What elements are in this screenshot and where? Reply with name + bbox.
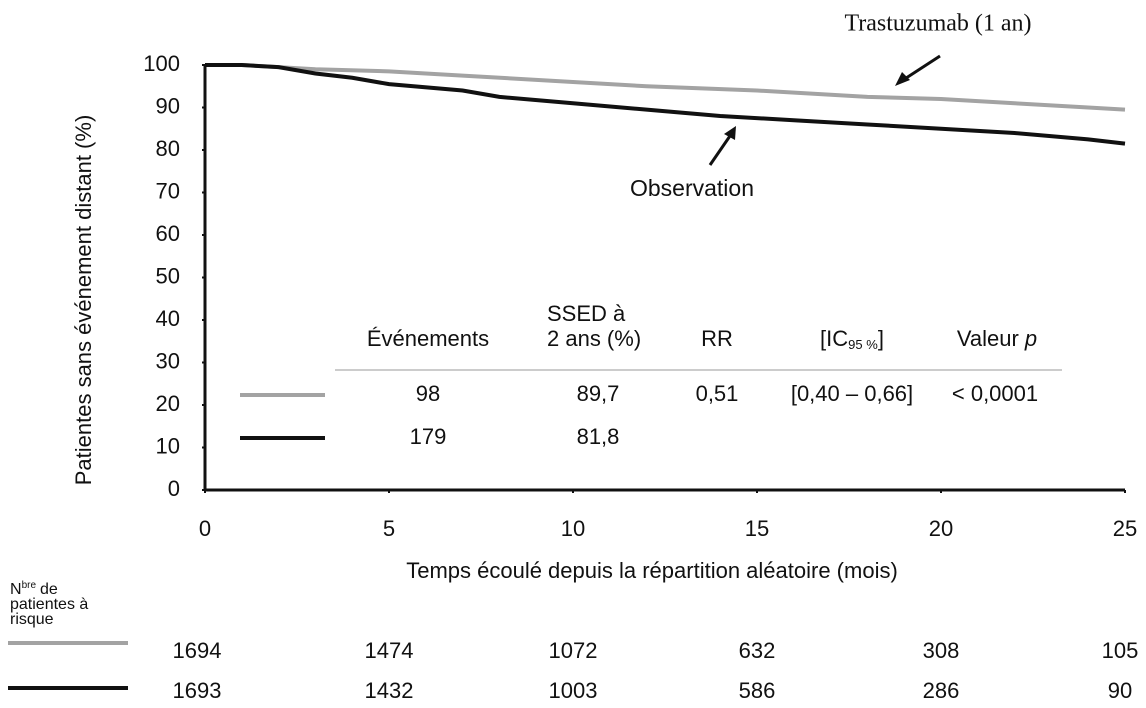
table-cell: 89,7	[577, 381, 620, 406]
table-cell: 179	[410, 424, 447, 449]
survival-line	[205, 63, 1126, 112]
header-part: Valeur	[957, 326, 1019, 351]
at-risk-count: 1474	[365, 638, 414, 663]
table-header: Événements	[367, 326, 489, 351]
y-tick-label: 10	[156, 433, 180, 458]
y-tick-label: 80	[156, 136, 180, 161]
y-tick-label: 50	[156, 263, 180, 288]
at-risk-count: 1003	[549, 678, 598, 703]
survival-line	[205, 63, 1126, 146]
label-part: de	[40, 581, 58, 598]
table-header: [IC95 %]	[820, 326, 884, 353]
table-header: SSED à	[547, 301, 626, 326]
annotation-arrowhead	[724, 126, 736, 140]
x-tick-label: 5	[383, 516, 395, 541]
x-tick-label: 20	[929, 516, 953, 541]
y-tick-label: 70	[156, 178, 180, 203]
x-axis-label: Temps écoulé depuis la répartition aléat…	[406, 558, 898, 583]
y-tick-label: 90	[156, 93, 180, 118]
annotation-arrowhead	[895, 72, 910, 86]
label-sup: bre	[22, 580, 37, 591]
table-header: RR	[701, 326, 733, 351]
label-part: N	[10, 581, 22, 598]
x-tick-label: 10	[561, 516, 585, 541]
y-tick-label: 60	[156, 221, 180, 246]
y-axis-label: Patientes sans événement distant (%)	[71, 115, 96, 486]
table-cell: 98	[416, 381, 440, 406]
at-risk-count: 586	[739, 678, 776, 703]
annotation: Observation	[630, 175, 754, 201]
y-tick-label: 20	[156, 391, 180, 416]
at-risk-label: patientes à	[10, 596, 88, 613]
y-tick-label: 40	[156, 306, 180, 331]
table-cell: < 0,0001	[952, 381, 1038, 406]
annotation: Trastuzumab (1 an)	[844, 11, 1031, 37]
x-tick-label: 25	[1113, 516, 1137, 541]
table-cell: 0,51	[696, 381, 739, 406]
header-italic: p	[1024, 326, 1037, 351]
y-tick-label: 0	[168, 476, 180, 501]
at-risk-count: 286	[923, 678, 960, 703]
at-risk-count: 1432	[365, 678, 414, 703]
at-risk-count: 308	[923, 638, 960, 663]
table-cell: [0,40 – 0,66]	[791, 381, 913, 406]
header-sub: 95 %	[848, 337, 878, 352]
table-header: 2 ans (%)	[547, 326, 641, 351]
at-risk-count: 1694	[173, 638, 222, 663]
at-risk-count: 632	[739, 638, 776, 663]
x-tick-label: 15	[745, 516, 769, 541]
table-header: Valeur p	[957, 326, 1037, 351]
header-part: [IC	[820, 326, 848, 351]
header-part: ]	[878, 326, 884, 351]
at-risk-count: 1072	[549, 638, 598, 663]
at-risk-label: risque	[10, 611, 54, 628]
at-risk-label: Nbre de	[10, 580, 58, 599]
y-tick-label: 30	[156, 348, 180, 373]
y-tick-label: 100	[143, 51, 180, 76]
at-risk-count: 1693	[173, 678, 222, 703]
x-tick-label: 0	[199, 516, 211, 541]
table-cell: 81,8	[577, 424, 620, 449]
annotation-arrow	[708, 132, 734, 166]
at-risk-count: 105	[1102, 638, 1139, 663]
at-risk-count: 90	[1108, 678, 1132, 703]
